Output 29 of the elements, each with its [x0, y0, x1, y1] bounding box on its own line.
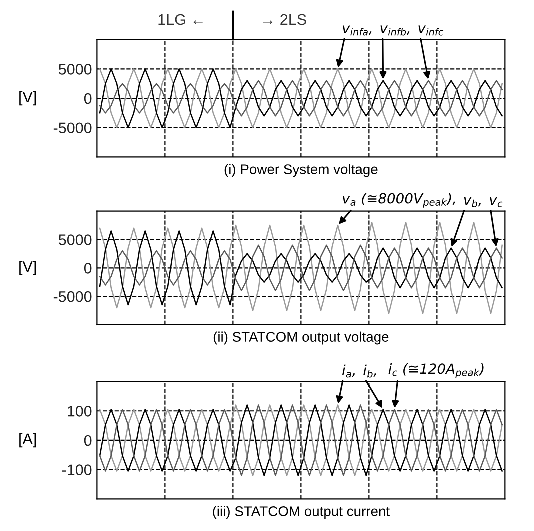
- y-tick-label: -5000: [54, 122, 92, 134]
- text: v$_{b}$,: [464, 197, 481, 208]
- line-series: [99, 244, 503, 292]
- text: v$_{infa}$,: [342, 26, 372, 36]
- text: (ii) STATCOM output voltage: [214, 332, 389, 345]
- y-tick-label: -100: [62, 464, 92, 476]
- text: i$_{a}$,: [342, 364, 355, 378]
- text: (i) Power System voltage: [224, 164, 378, 178]
- text: i$_{b}$,: [364, 364, 376, 378]
- y-tick-label: 100: [68, 406, 92, 417]
- y-tick-label: 0: [84, 263, 92, 274]
- y-tick-label: 0: [84, 93, 92, 104]
- line-series: [99, 222, 503, 314]
- text: → 2LS: [263, 14, 306, 26]
- text: (iii) STATCOM output current: [213, 506, 390, 520]
- y-axis-title: [A]: [20, 433, 36, 448]
- y-tick-label: 0: [84, 435, 92, 446]
- y-axis-title: [V]: [20, 91, 36, 106]
- series-label: v$_{a}$ (≅8000V$_{peak}$),: [342, 193, 456, 208]
- text: v$_{c}$: [490, 197, 503, 208]
- text: i$_{c}$ (≅120A$_{peak}$): [388, 363, 484, 378]
- line-series: [99, 80, 503, 117]
- text: v$_{infc}$: [418, 26, 444, 36]
- y-tick-label: 5000: [58, 64, 92, 75]
- text: v$_{infb}$,: [380, 26, 410, 36]
- text: 1LG ←: [158, 14, 203, 26]
- y-axis-title: [V]: [20, 261, 36, 276]
- y-tick-label: 5000: [58, 234, 92, 246]
- y-tick-label: -5000: [54, 291, 92, 302]
